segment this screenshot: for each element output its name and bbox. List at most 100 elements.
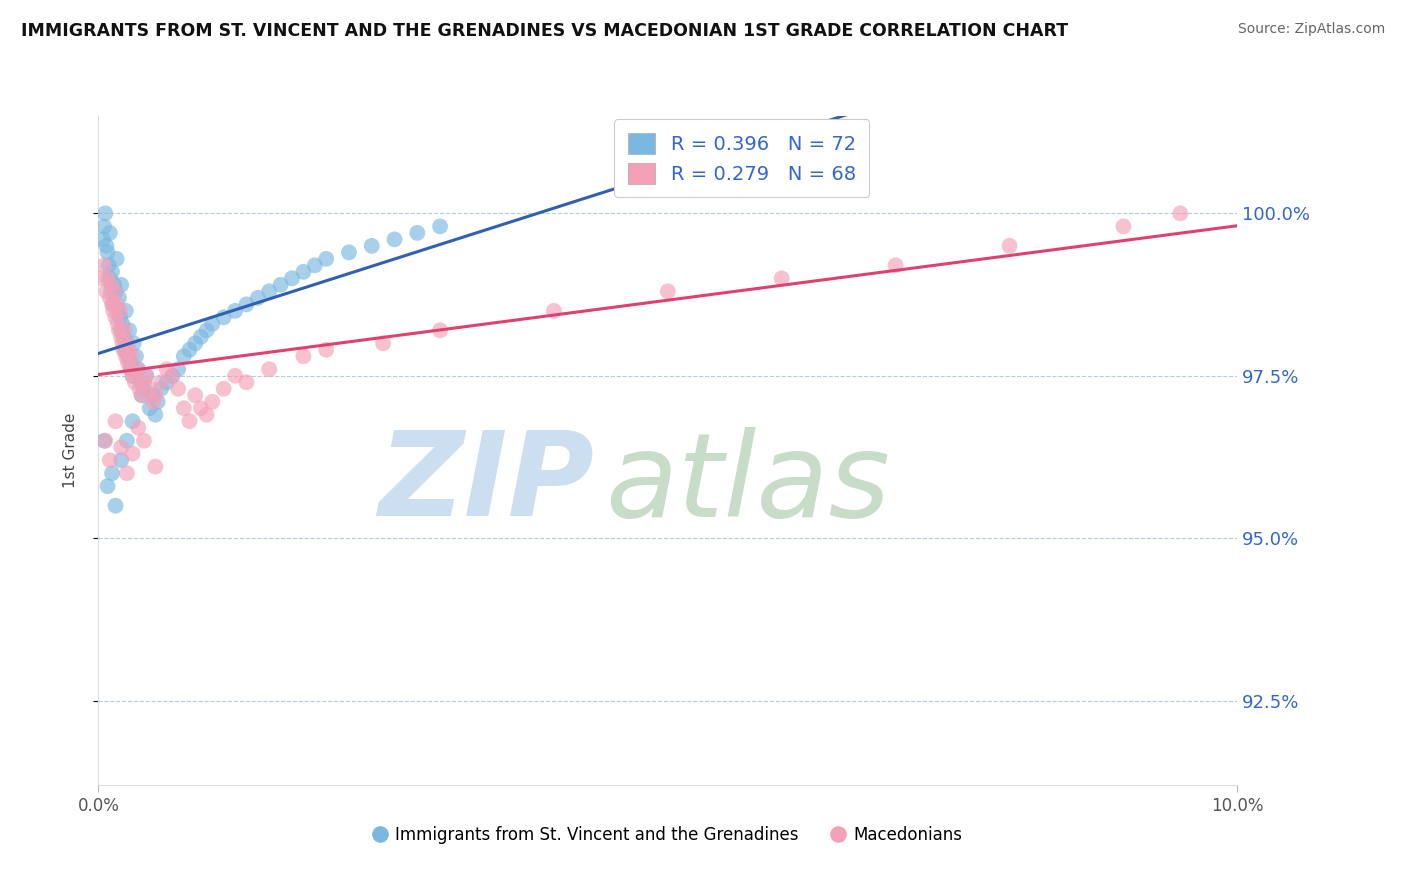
Point — [101, 265, 124, 279]
Text: atlas: atlas — [605, 427, 890, 541]
Point — [770, 271, 793, 285]
Point — [120, 349, 142, 363]
Point — [1170, 206, 1192, 220]
Point — [142, 394, 165, 409]
Point — [122, 336, 145, 351]
Point — [117, 349, 139, 363]
Point — [121, 368, 143, 383]
Point — [127, 362, 149, 376]
Point — [131, 388, 153, 402]
Text: ZIP: ZIP — [378, 426, 593, 541]
Point — [96, 245, 118, 260]
Point — [114, 343, 136, 357]
Point — [107, 317, 129, 331]
Point — [98, 271, 121, 285]
Point — [112, 330, 135, 344]
Point — [138, 382, 160, 396]
Point — [107, 303, 129, 318]
Point — [110, 440, 132, 454]
Point — [173, 349, 195, 363]
Point — [120, 356, 142, 370]
Point — [93, 434, 115, 448]
Point — [167, 382, 190, 396]
Point — [108, 291, 131, 305]
Point — [150, 376, 173, 390]
Point — [110, 330, 132, 344]
Point — [96, 271, 118, 285]
Point — [96, 239, 118, 253]
Point — [110, 453, 132, 467]
Point — [543, 303, 565, 318]
Point — [315, 252, 337, 266]
Point — [384, 232, 406, 246]
Point — [162, 368, 184, 383]
Point — [114, 303, 136, 318]
Point — [235, 297, 257, 311]
Point — [131, 388, 153, 402]
Point — [195, 408, 218, 422]
Point — [91, 232, 114, 246]
Point — [224, 368, 246, 383]
Point — [121, 414, 143, 428]
Point — [104, 414, 127, 428]
Point — [998, 239, 1021, 253]
Point — [101, 297, 124, 311]
Point — [212, 310, 235, 325]
Point — [162, 368, 184, 383]
Point — [145, 408, 167, 422]
Point — [127, 362, 149, 376]
Y-axis label: 1st Grade: 1st Grade — [63, 413, 77, 488]
Point — [108, 310, 131, 325]
Point — [110, 323, 132, 337]
Point — [145, 459, 167, 474]
Point — [105, 297, 128, 311]
Point — [98, 226, 121, 240]
Point — [224, 303, 246, 318]
Point — [184, 388, 207, 402]
Point — [104, 310, 127, 325]
Point — [132, 376, 155, 390]
Legend: Immigrants from St. Vincent and the Grenadines, Macedonians: Immigrants from St. Vincent and the Gren… — [367, 819, 969, 850]
Point — [100, 285, 122, 299]
Point — [184, 336, 207, 351]
Point — [304, 258, 326, 272]
Point — [112, 343, 135, 357]
Point — [103, 303, 125, 318]
Point — [108, 323, 131, 337]
Point — [98, 291, 121, 305]
Point — [98, 453, 121, 467]
Point — [118, 343, 141, 357]
Text: Source: ZipAtlas.com: Source: ZipAtlas.com — [1237, 22, 1385, 37]
Point — [110, 277, 132, 292]
Point — [179, 414, 201, 428]
Point — [1112, 219, 1135, 234]
Point — [315, 343, 337, 357]
Point — [235, 376, 257, 390]
Point — [120, 362, 142, 376]
Point — [270, 277, 292, 292]
Point — [156, 362, 179, 376]
Point — [97, 258, 120, 272]
Point — [657, 285, 679, 299]
Text: IMMIGRANTS FROM ST. VINCENT AND THE GRENADINES VS MACEDONIAN 1ST GRADE CORRELATI: IMMIGRANTS FROM ST. VINCENT AND THE GREN… — [21, 22, 1069, 40]
Point — [142, 388, 165, 402]
Point — [120, 362, 142, 376]
Point — [128, 382, 150, 396]
Point — [132, 382, 155, 396]
Point — [201, 317, 224, 331]
Point — [104, 285, 127, 299]
Point — [96, 285, 118, 299]
Point — [212, 382, 235, 396]
Point — [115, 336, 138, 351]
Point — [125, 349, 148, 363]
Point — [100, 277, 122, 292]
Point — [105, 252, 128, 266]
Point — [115, 336, 138, 351]
Point — [124, 376, 146, 390]
Point — [884, 258, 907, 272]
Point — [108, 303, 131, 318]
Point — [103, 277, 125, 292]
Point — [111, 336, 134, 351]
Point — [94, 434, 117, 448]
Point — [292, 349, 315, 363]
